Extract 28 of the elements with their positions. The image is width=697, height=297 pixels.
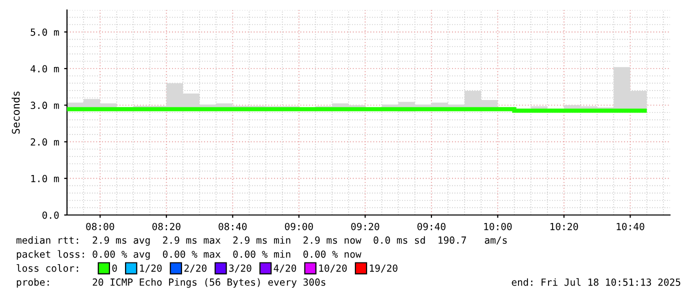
x-tick-label: 08:20 — [152, 222, 180, 230]
x-tick-label: 10:20 — [550, 222, 578, 230]
legend-label: 3/20 — [229, 264, 252, 273]
text: loss color: — [16, 264, 78, 272]
legend-label: 19/20 — [370, 264, 398, 273]
y-tick-label: 1.0 m — [31, 174, 59, 182]
y-tick-label: 3.0 m — [30, 102, 59, 110]
legend-label: 10/20 — [319, 264, 347, 273]
text: probe: 20 ICMP Echo Pings (56 Bytes) every 300s — [16, 278, 326, 288]
y-tick-label: 0.0 — [42, 212, 59, 219]
x-tick-label: 09:00 — [284, 222, 313, 230]
y-tick-label: 2.0 m — [30, 138, 59, 146]
legend-label: 2/20 — [184, 264, 206, 273]
legend-label: 4/20 — [274, 264, 296, 273]
legend-label: 0 — [112, 264, 117, 272]
x-tick-label: 10:40 — [616, 222, 644, 230]
x-tick-label: 08:40 — [218, 222, 247, 230]
legend-label: 1/20 — [140, 264, 162, 273]
x-tick-label: 10:00 — [484, 222, 512, 230]
y-tick-label: 5.0 m — [30, 28, 59, 36]
x-tick-label: 08:00 — [86, 222, 114, 230]
y-axis-title: Seconds — [12, 92, 20, 134]
y-tick-label: 4.0 m — [30, 65, 59, 72]
text: packet loss: 0.00 % avg 0.00 % max 0.00 % min 0.00 % now — [16, 250, 362, 260]
text: median rtt: 2.9 ms avg 2.9 ms max 2.9 ms min 2.9 ms now 0.0 ms sd 190.7 am/s — [16, 236, 507, 246]
text: end: Fri Jul 18 10:51:13 2025 — [512, 278, 680, 286]
x-tick-label: 09:20 — [351, 222, 380, 230]
x-tick-label: 09:40 — [417, 222, 446, 230]
